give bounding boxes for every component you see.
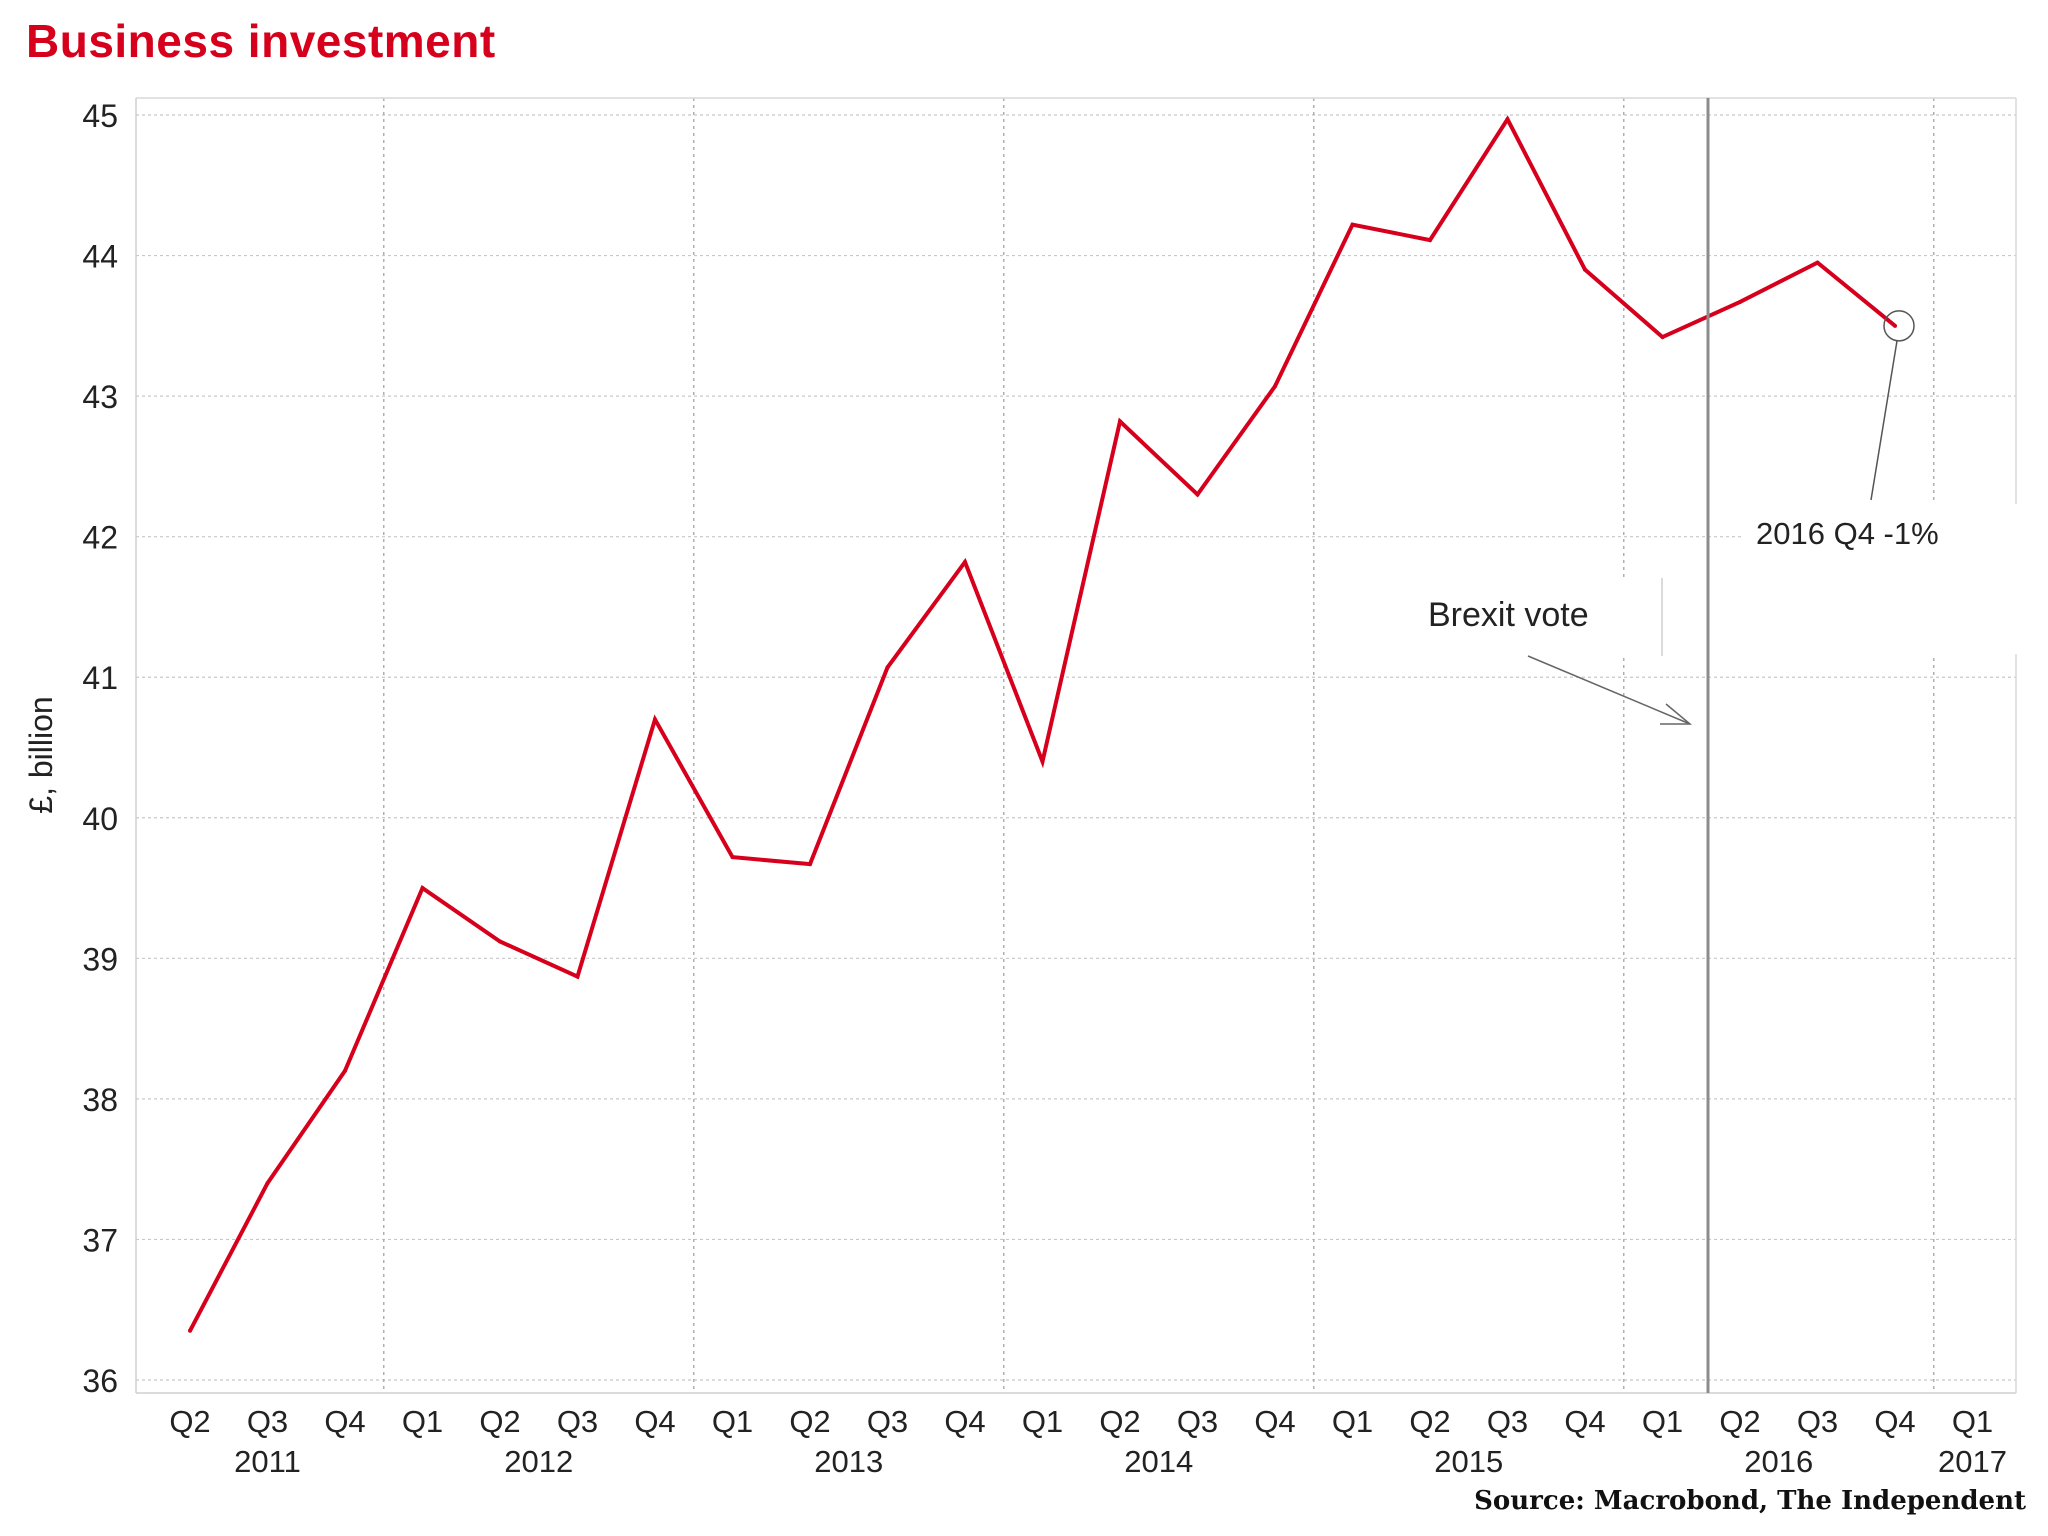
data-point	[1428, 238, 1432, 243]
x-tick-year: 2015	[1434, 1444, 1503, 1479]
brexit-vote-annotation: Brexit vote	[1428, 596, 1589, 634]
data-point	[1815, 260, 1820, 265]
brexit-arrowhead	[1660, 703, 1693, 725]
y-tick-label: 37	[82, 1222, 118, 1258]
x-tick-quarter: Q1	[1332, 1404, 1373, 1439]
x-tick-quarter: Q3	[247, 1404, 288, 1439]
data-point	[1118, 419, 1122, 424]
x-tick-quarter: Q2	[169, 1404, 210, 1439]
x-tick-quarter: Q2	[1099, 1404, 1140, 1439]
data-point	[1505, 117, 1510, 122]
x-tick-quarter: Q1	[1642, 1404, 1683, 1439]
data-point	[808, 862, 812, 867]
x-tick-quarter: Q2	[789, 1404, 830, 1439]
y-tick-label: 38	[82, 1082, 118, 1118]
x-tick-quarter: Q2	[1409, 1404, 1450, 1439]
data-point	[498, 939, 502, 944]
x-tick-quarter: Q4	[324, 1404, 365, 1439]
data-point	[1195, 492, 1200, 497]
data-point	[1273, 384, 1277, 389]
x-tick-quarter: Q4	[944, 1404, 985, 1439]
data-point	[730, 855, 735, 860]
axes-layer	[135, 97, 2017, 1394]
x-tick-quarter: Q2	[479, 1404, 520, 1439]
data-point	[885, 665, 890, 670]
2016-q4-annotation: 2016 Q4 -1%	[1756, 516, 1939, 551]
x-tick-year: 2011	[234, 1444, 301, 1479]
x-tick-quarter: Q2	[1719, 1404, 1760, 1439]
x-tick-year: 2017	[1938, 1444, 2007, 1479]
data-point	[653, 717, 657, 722]
x-tick-quarter: Q1	[402, 1404, 443, 1439]
brexit-label-background	[1410, 578, 1662, 656]
y-tick-label: 42	[82, 520, 118, 556]
y-tick-label: 43	[82, 379, 118, 415]
data-point	[1738, 299, 1742, 304]
y-tick-label: 36	[82, 1363, 118, 1399]
y-tick-label: 40	[82, 801, 118, 837]
data-point	[963, 559, 967, 564]
x-tick-year: 2016	[1744, 1444, 1813, 1479]
x-tick-quarter: Q4	[1254, 1404, 1295, 1439]
y-tick-label: 41	[82, 660, 118, 696]
x-tick-quarter: Q4	[634, 1404, 675, 1439]
data-point	[188, 1328, 192, 1333]
y-axis-label: £, billion	[23, 696, 59, 813]
brexit-arrow	[1527, 655, 1691, 725]
2016-q4-label-background	[1742, 504, 2032, 654]
data-point	[1350, 222, 1355, 227]
series-line	[188, 115, 1897, 1332]
y-tick-label: 44	[82, 239, 118, 275]
x-tick-quarter: Q1	[1022, 1404, 1063, 1439]
source-credit: Source: Macrobond, The Independent	[1474, 1486, 2026, 1516]
x-tick-quarter: Q3	[1177, 1404, 1218, 1439]
series-layer	[188, 115, 1897, 1333]
x-tick-quarter: Q4	[1564, 1404, 1605, 1439]
data-point	[1040, 759, 1045, 764]
data-point	[420, 886, 425, 891]
y-tick-label: 45	[82, 98, 118, 134]
x-tick-quarter: Q4	[1874, 1404, 1915, 1439]
grid-layer	[136, 98, 2016, 1393]
chart-title: Business investment	[26, 15, 496, 67]
data-point	[343, 1068, 347, 1073]
x-tick-quarter: Q1	[1952, 1404, 1993, 1439]
data-point	[1583, 267, 1587, 272]
2016-q4-highlight-circle	[1883, 310, 1915, 342]
data-point	[575, 974, 580, 979]
annotation-layer: Brexit vote 2016 Q4 -1%	[1410, 98, 2032, 1393]
x-tick-quarter: Q1	[712, 1404, 753, 1439]
data-point	[1660, 335, 1665, 340]
x-tick-quarter: Q3	[1797, 1404, 1838, 1439]
2016-q4-leader-line	[1870, 340, 1898, 501]
data-point	[1893, 323, 1897, 328]
x-tick-year: 2014	[1124, 1444, 1193, 1479]
x-tick-quarter: Q3	[867, 1404, 908, 1439]
x-tick-year: 2012	[504, 1444, 573, 1479]
data-point	[265, 1181, 270, 1186]
x-tick-year: 2013	[814, 1444, 883, 1479]
x-axis-ticks: Q2 Q3 Q4 Q1 Q2 Q3 Q4 Q1 Q2 Q3 Q4 Q1 Q2 Q3 Q4 Q1 Q2 Q3 Q4 Q1…	[169, 1404, 2007, 1479]
x-tick-quarter: Q3	[1487, 1404, 1528, 1439]
y-tick-label: 39	[82, 941, 118, 977]
x-tick-quarter: Q3	[557, 1404, 598, 1439]
y-axis-ticks: 36 37 38 39 40 41 42 43 44 45	[82, 98, 118, 1399]
